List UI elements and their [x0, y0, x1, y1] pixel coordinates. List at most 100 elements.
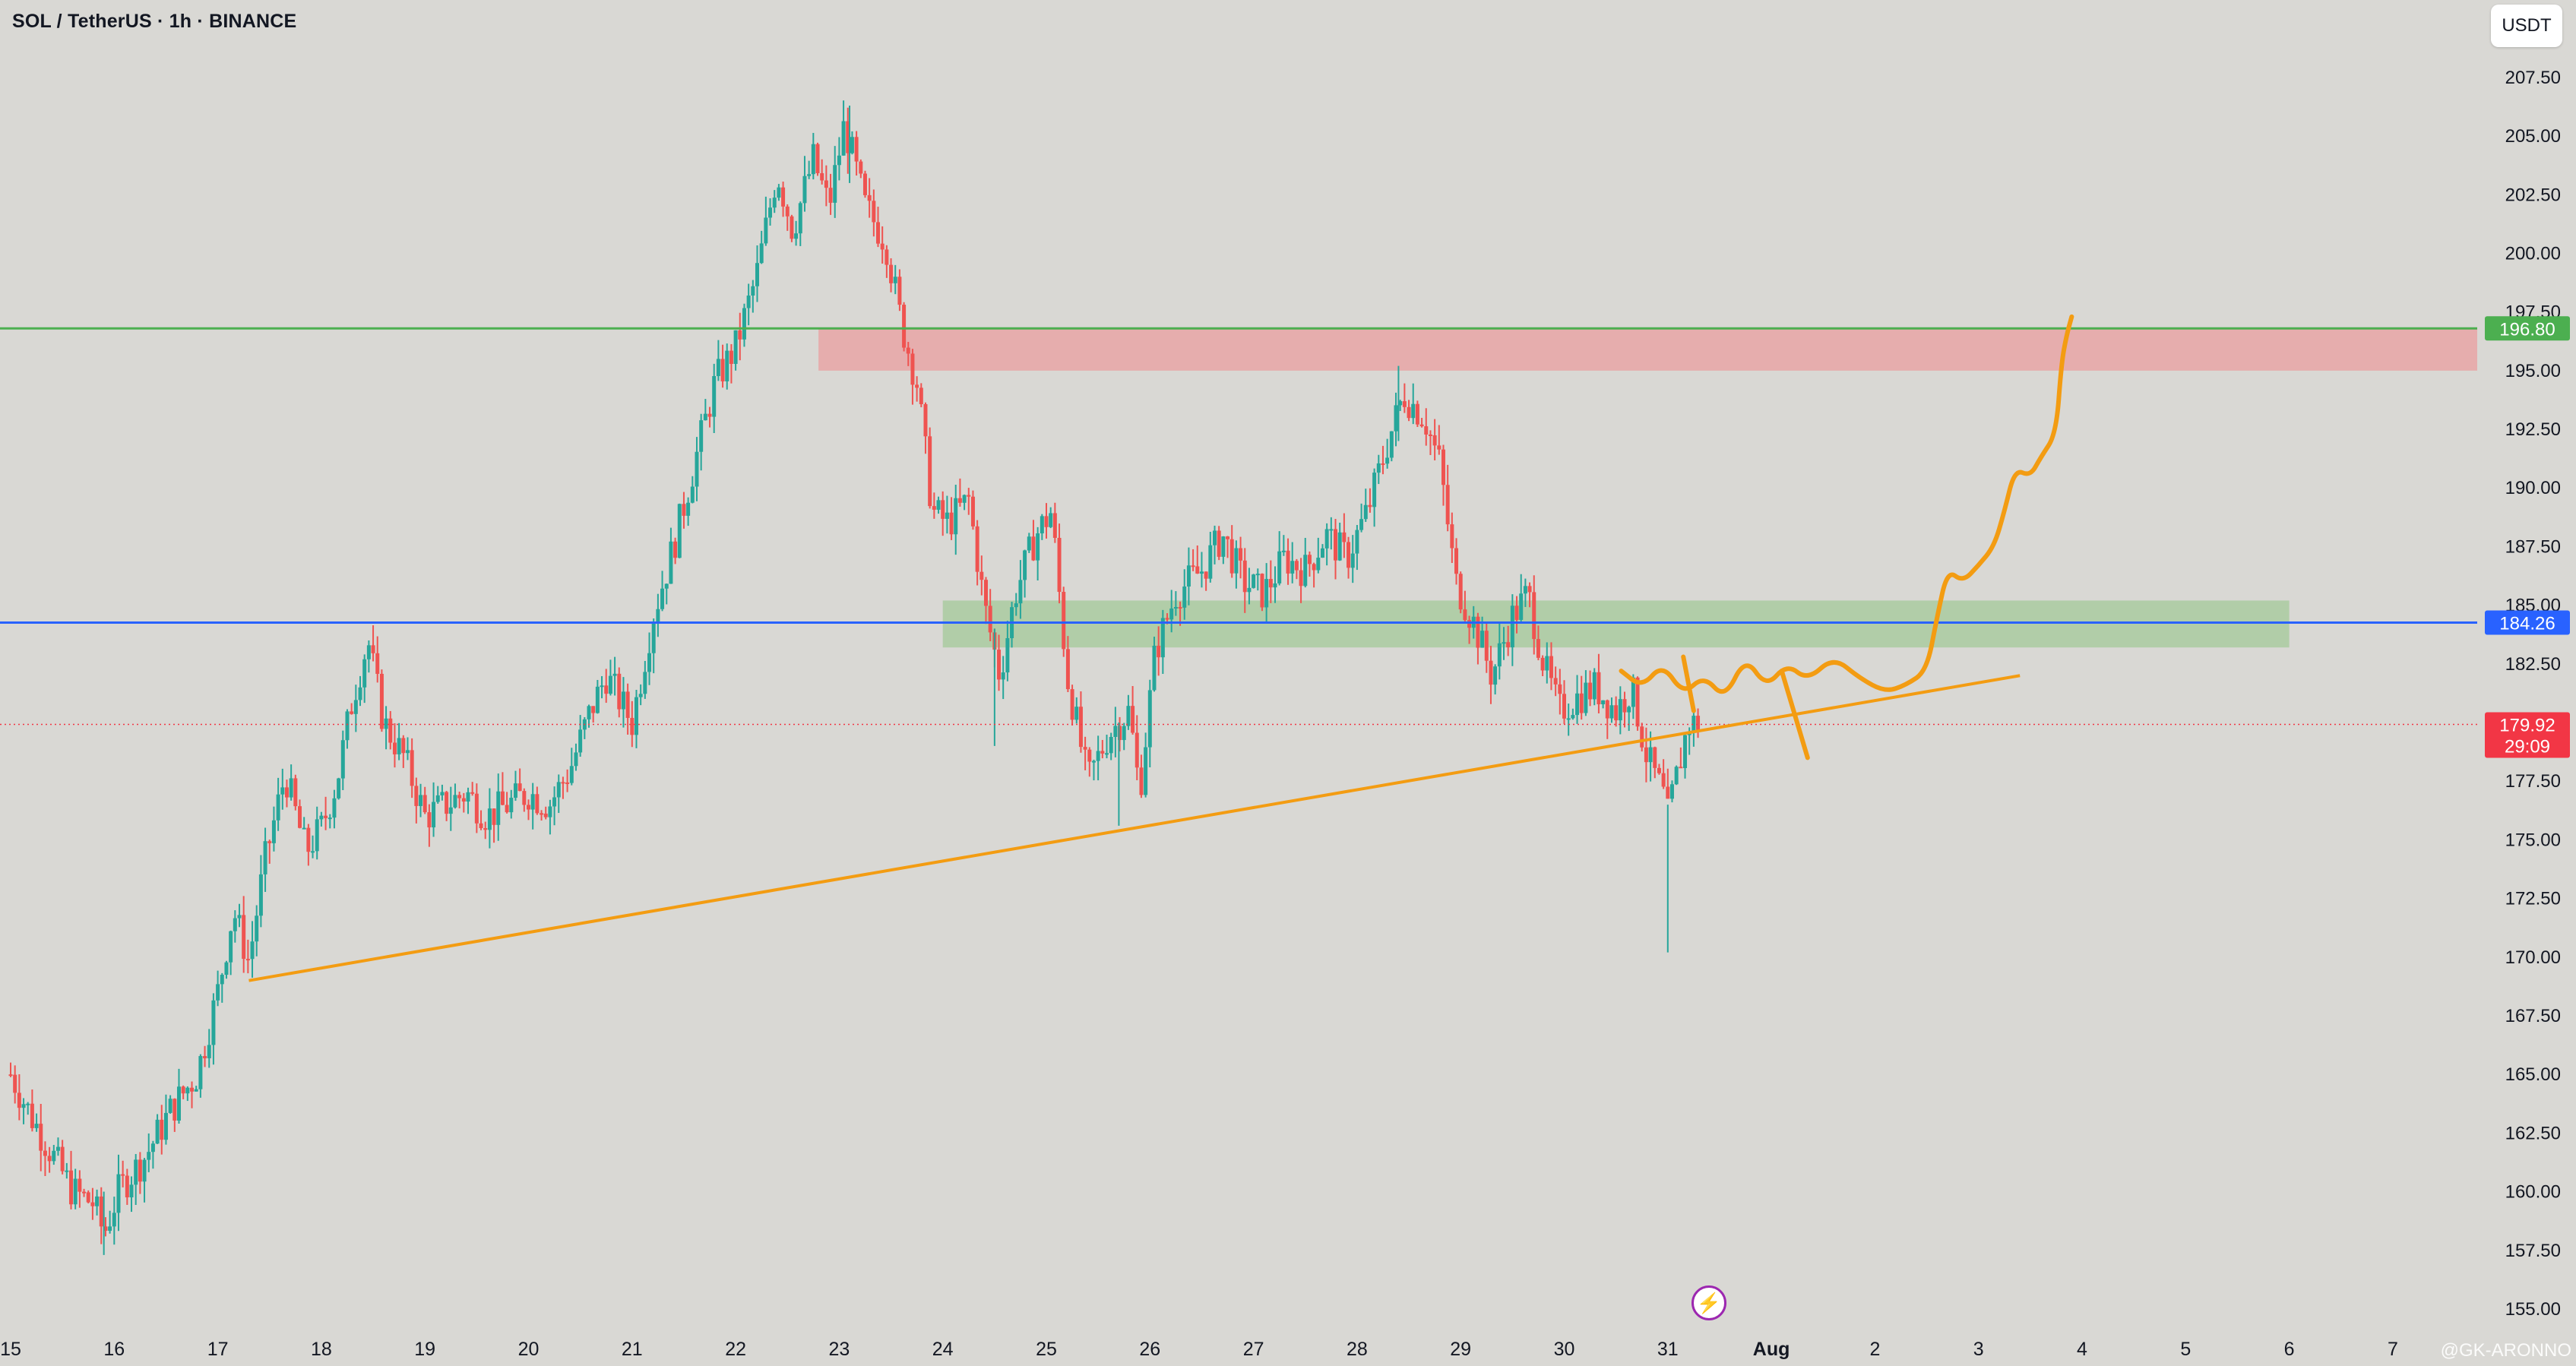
candle-body: [1052, 513, 1057, 538]
candle-body: [527, 805, 530, 810]
candle-body: [121, 1174, 125, 1176]
time-tick-label: 28: [1347, 1339, 1368, 1360]
candle-body: [513, 783, 517, 798]
candle-body: [543, 813, 548, 817]
candle-body: [941, 500, 945, 519]
candle-body: [1118, 726, 1122, 741]
candle-body: [461, 798, 466, 802]
candle-body: [1324, 529, 1329, 549]
candle-body: [1083, 747, 1087, 750]
candle-body: [673, 541, 678, 558]
time-tick-label: Aug: [1753, 1339, 1790, 1360]
candle-body: [1597, 672, 1601, 704]
candle-body: [1347, 542, 1351, 568]
candle-body: [1178, 606, 1182, 609]
candle-body: [1182, 586, 1187, 608]
candle-body: [1549, 656, 1553, 678]
price-tick-label: 192.50: [2505, 419, 2561, 440]
candle-body: [255, 915, 259, 942]
candle-body: [608, 675, 612, 694]
candle-body: [1614, 705, 1619, 721]
candle-body: [1299, 570, 1303, 587]
candle-body: [1277, 551, 1282, 583]
candle-body: [427, 812, 432, 828]
time-tick-label: 21: [622, 1339, 643, 1360]
candle-body: [759, 243, 764, 264]
candle-body: [1242, 560, 1247, 593]
time-tick-label: 27: [1243, 1339, 1264, 1360]
candle-body: [220, 975, 224, 985]
candle-body: [746, 296, 751, 308]
candle-body: [1165, 618, 1169, 620]
candle-body: [1091, 760, 1096, 763]
candle-body: [1627, 707, 1631, 713]
candle-body: [979, 571, 984, 580]
candle-body: [1096, 751, 1100, 761]
support-zone: [942, 600, 2290, 648]
candle-body: [1696, 716, 1701, 732]
candle-body: [78, 1178, 82, 1192]
price-tick-label: 160.00: [2505, 1182, 2561, 1203]
candle-body: [1131, 706, 1135, 733]
candle-body: [509, 798, 514, 813]
candle-body: [919, 387, 923, 404]
candle-body: [73, 1178, 78, 1205]
candle-body: [337, 778, 341, 798]
candle-body: [1208, 545, 1213, 579]
candle-body: [915, 384, 919, 388]
candle-body: [432, 802, 436, 828]
candle-body: [729, 350, 733, 364]
candle-body: [125, 1175, 129, 1198]
candle-body: [1359, 519, 1364, 530]
candle-body: [1463, 609, 1467, 621]
candle-body: [1005, 637, 1010, 673]
candle-body: [284, 787, 289, 798]
candle-body: [1454, 548, 1459, 574]
candle-body: [833, 165, 837, 203]
candle-body: [1389, 431, 1394, 458]
candle-body: [306, 827, 311, 852]
candle-body: [790, 216, 794, 239]
candle-body: [1307, 555, 1312, 564]
candle-body: [1105, 753, 1109, 755]
candle-body: [1402, 401, 1407, 407]
candle-body: [1044, 516, 1049, 527]
current-price-tag: [2485, 712, 2570, 758]
candle-body: [324, 815, 328, 818]
candle-body: [474, 793, 479, 824]
lightning-icon[interactable]: ⚡: [1691, 1285, 1726, 1320]
candle-body: [1432, 435, 1437, 446]
candle-body: [1523, 586, 1527, 594]
time-tick-label: 30: [1554, 1339, 1575, 1360]
candle-body: [587, 706, 591, 719]
currency-button[interactable]: USDT: [2491, 5, 2562, 47]
candle-body: [60, 1146, 65, 1172]
time-tick-label: 7: [2388, 1339, 2398, 1360]
candle-body: [1049, 513, 1053, 527]
candle-body: [1398, 401, 1403, 406]
candle-body: [1036, 533, 1040, 561]
candle-body: [1415, 403, 1419, 425]
candle-body: [379, 673, 384, 729]
trendline: [248, 674, 2021, 982]
candle-body: [505, 805, 509, 813]
candle-body: [1135, 732, 1139, 768]
candle-body: [1644, 747, 1648, 763]
candle-body: [1562, 694, 1566, 719]
resistance-zone: [818, 328, 2477, 371]
time-tick-label: 25: [1036, 1339, 1057, 1360]
candle-body: [677, 504, 682, 558]
candle-body: [1609, 705, 1614, 719]
candle-body: [1527, 586, 1532, 593]
candle-body: [530, 794, 535, 810]
candle-body: [1057, 537, 1062, 593]
candle-body: [448, 807, 453, 814]
price-axis: [2477, 0, 2576, 1366]
candle-body: [496, 791, 501, 825]
candle-body: [712, 376, 717, 417]
candle-body: [13, 1074, 17, 1093]
candle-body: [690, 486, 695, 503]
price-tick-label: 187.50: [2505, 536, 2561, 557]
